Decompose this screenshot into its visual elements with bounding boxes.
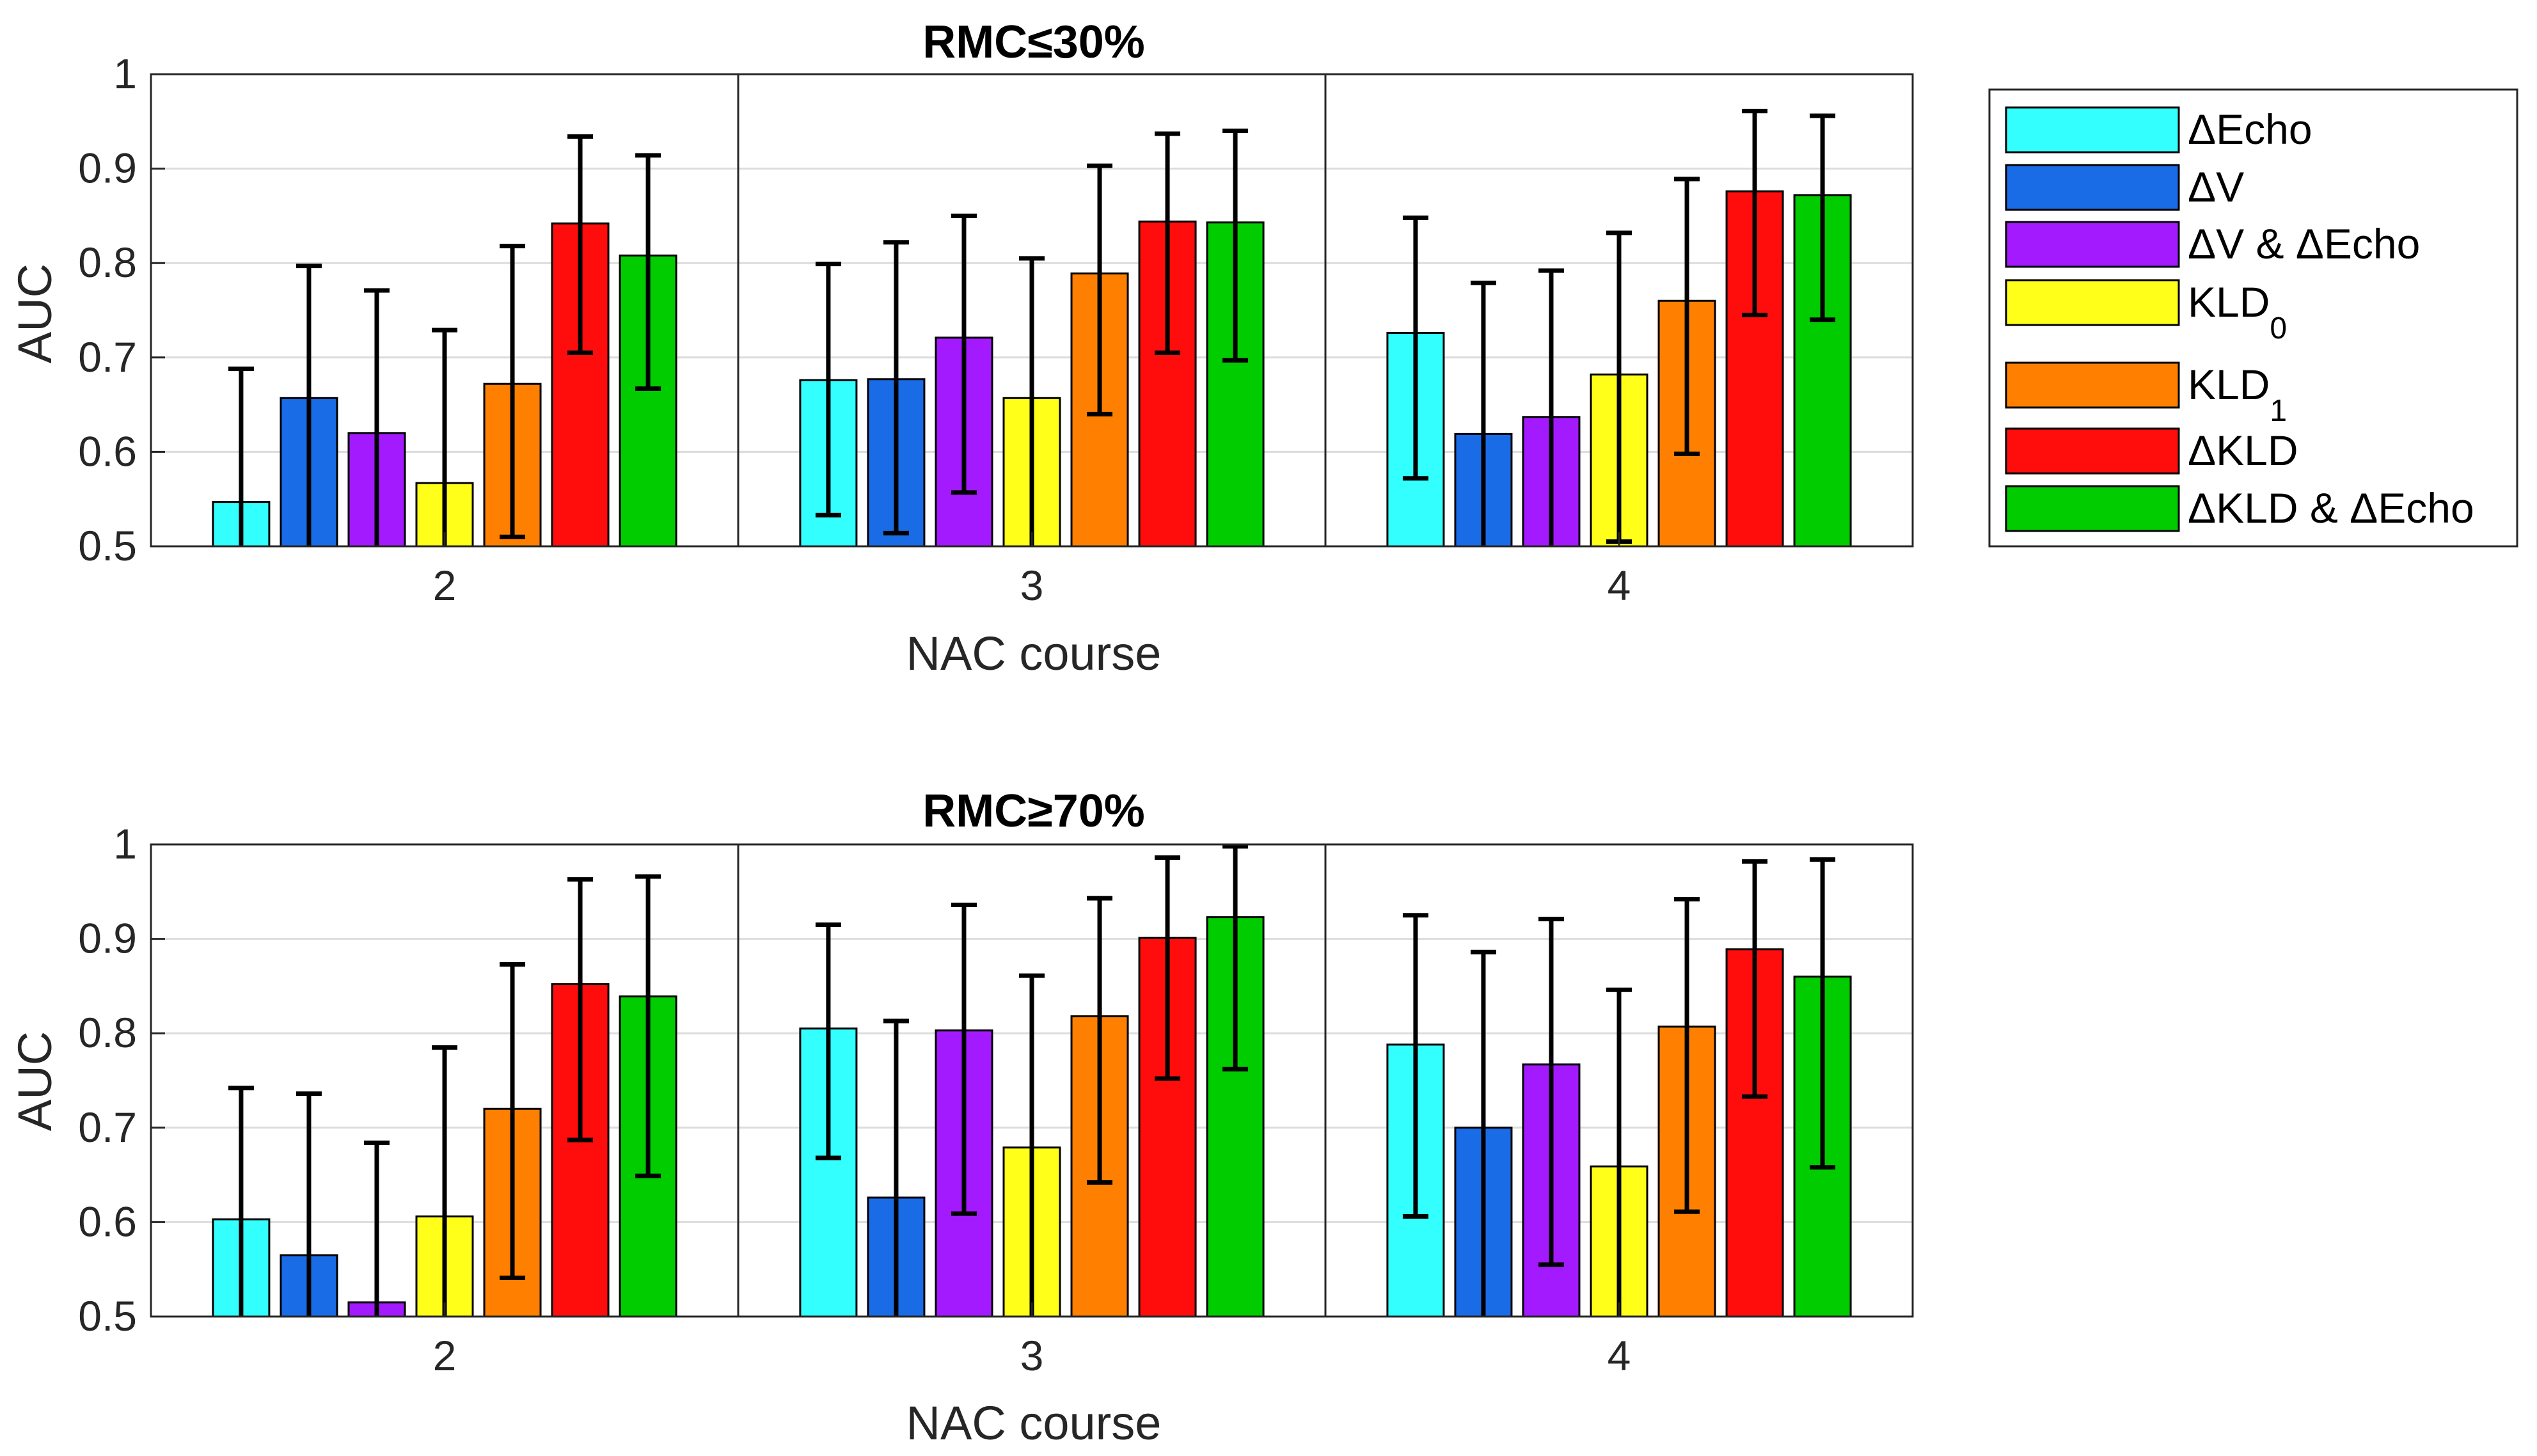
error-bar [1222,129,1249,363]
legend-entry: KLD0 [2005,278,2287,345]
error-bar [815,262,841,518]
legend-entry: ΔV & ΔEcho [2005,220,2420,268]
legend-label: ΔEcho [2188,106,2312,153]
legend-swatch [2005,221,2180,268]
error-bar [1402,215,1428,481]
axes-box [150,843,1914,1318]
error-bar [296,1091,322,1317]
legend-label: ΔV & ΔEcho [2188,220,2420,267]
chart-title: RMC≥70% [922,786,1145,837]
legend-swatch [2005,106,2180,154]
chart-panel-top: RMC≤30% NAC course AUC 2 3 4 0.5 0.6 0.7 0.8 0.… [8,17,1914,680]
error-bar [1470,280,1496,546]
error-bar [1810,857,1836,1170]
error-bar [228,367,254,546]
error-bar [1538,917,1564,1267]
legend-entry: ΔV [2005,163,2244,211]
x-tick-label: 4 [1608,1332,1631,1379]
error-bar [1087,163,1113,416]
error-bar [1810,113,1836,322]
chart-title: RMC≤30% [922,17,1145,68]
x-axis-label: NAC course [906,1397,1162,1450]
error-bar [635,874,661,1178]
error-bar [500,961,526,1280]
y-tick-label: 0.8 [78,1009,137,1056]
legend-entry: KLD1 [2005,361,2287,428]
y-tick-label: 1 [113,820,137,867]
error-bar [1222,844,1249,1072]
legend-swatch [2005,164,2180,211]
y-tick-label: 0.7 [78,333,137,381]
error-bar [432,328,457,546]
legend-entry: ΔKLD & ΔEcho [2005,484,2474,532]
error-bar [228,1086,254,1317]
y-tick-label: 0.9 [78,915,137,962]
error-bar [883,240,909,535]
error-bar [1674,177,1700,456]
error-bar [951,902,977,1216]
legend-label: ΔV [2188,163,2244,210]
x-tick-label: 4 [1608,562,1631,609]
legend-swatch [2005,361,2180,409]
error-bar [1742,109,1768,317]
y-tick-label: 1 [113,50,137,97]
error-bar [567,134,594,355]
error-bar [635,153,661,392]
x-tick-label: 2 [433,562,457,609]
x-tick-label: 3 [1020,562,1044,609]
y-tick-label: 0.5 [78,1292,137,1340]
y-tick-label: 0.7 [78,1104,137,1151]
y-tick-label: 0.9 [78,145,137,192]
error-bar [567,877,594,1143]
legend-swatch [2005,279,2180,326]
x-axis-label: NAC course [906,627,1162,680]
error-bar [1538,268,1564,546]
error-bar [363,1140,390,1317]
error-bar [1155,855,1181,1081]
y-tick-label: 0.5 [78,522,137,569]
error-bar [1674,897,1700,1214]
legend-label: KLD1 [2188,361,2287,428]
y-tick-label: 0.8 [78,239,137,286]
error-bar [1087,896,1113,1185]
y-axis-label: AUC [8,264,61,363]
error-bar [1742,859,1768,1099]
legend-label: KLD0 [2188,278,2287,345]
x-tick-label: 3 [1020,1332,1044,1379]
error-bar [1019,973,1045,1317]
legend-label: ΔKLD & ΔEcho [2188,484,2474,532]
error-bar [1606,987,1632,1317]
error-bar [815,922,841,1160]
error-bar [883,1018,909,1317]
legend-entry: ΔKLD [2005,427,2298,475]
error-bar [1019,256,1045,546]
legend-entry: ΔEcho [2005,106,2312,154]
error-bar [363,288,390,546]
y-tick-label: 0.6 [78,427,137,475]
chart-panel-bottom: RMC≥70% NAC course AUC 2 3 4 0.5 0.6 0.7 0.8 0.… [8,786,1914,1450]
error-bar [500,244,526,539]
error-bar [1155,131,1181,355]
axes-box [150,73,1914,548]
y-tick-label: 0.6 [78,1198,137,1245]
error-bar [296,264,322,546]
error-bar [951,213,977,495]
legend-label: ΔKLD [2188,427,2298,474]
error-bar [1402,913,1428,1219]
x-tick-label: 2 [433,1332,457,1379]
error-bar [1470,949,1496,1317]
legend-swatch [2005,485,2180,532]
legend-swatch [2005,427,2180,475]
error-bar [432,1045,457,1317]
y-axis-label: AUC [8,1031,61,1131]
